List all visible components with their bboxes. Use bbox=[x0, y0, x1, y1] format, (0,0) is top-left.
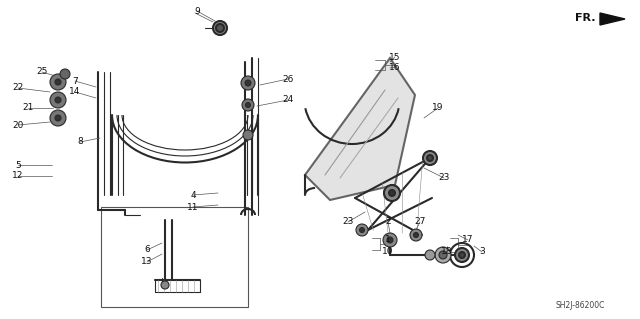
Circle shape bbox=[384, 185, 400, 201]
Text: 16: 16 bbox=[389, 63, 401, 71]
Text: 14: 14 bbox=[69, 87, 81, 97]
Text: 17: 17 bbox=[462, 235, 474, 244]
Polygon shape bbox=[600, 13, 625, 25]
Circle shape bbox=[241, 76, 255, 90]
Text: 10: 10 bbox=[382, 248, 394, 256]
Text: 22: 22 bbox=[12, 84, 24, 93]
Circle shape bbox=[360, 227, 365, 233]
Text: 8: 8 bbox=[77, 137, 83, 146]
Text: 3: 3 bbox=[479, 248, 485, 256]
Text: 23: 23 bbox=[438, 174, 450, 182]
Text: 15: 15 bbox=[389, 53, 401, 62]
Circle shape bbox=[413, 233, 419, 238]
Text: 5: 5 bbox=[15, 160, 21, 169]
Text: 1: 1 bbox=[385, 235, 391, 244]
Text: 2: 2 bbox=[385, 218, 391, 226]
Circle shape bbox=[246, 102, 250, 108]
Circle shape bbox=[50, 92, 66, 108]
Circle shape bbox=[216, 24, 224, 32]
Circle shape bbox=[55, 97, 61, 103]
Circle shape bbox=[459, 252, 465, 258]
Text: 13: 13 bbox=[141, 257, 153, 266]
Circle shape bbox=[423, 151, 437, 165]
Circle shape bbox=[356, 224, 368, 236]
Text: 11: 11 bbox=[188, 203, 199, 211]
Circle shape bbox=[383, 233, 397, 247]
Text: 7: 7 bbox=[72, 77, 78, 85]
Circle shape bbox=[245, 80, 251, 86]
Text: 21: 21 bbox=[22, 103, 34, 113]
Text: 9: 9 bbox=[194, 6, 200, 16]
Circle shape bbox=[427, 155, 433, 161]
Circle shape bbox=[213, 21, 227, 35]
Circle shape bbox=[242, 99, 254, 111]
Circle shape bbox=[55, 115, 61, 121]
Circle shape bbox=[50, 110, 66, 126]
Circle shape bbox=[50, 74, 66, 90]
Circle shape bbox=[389, 190, 395, 196]
Text: 23: 23 bbox=[342, 218, 354, 226]
Circle shape bbox=[161, 281, 169, 289]
Text: 6: 6 bbox=[144, 246, 150, 255]
Circle shape bbox=[55, 79, 61, 85]
FancyBboxPatch shape bbox=[101, 207, 248, 307]
Text: 12: 12 bbox=[12, 172, 24, 181]
Circle shape bbox=[439, 251, 447, 259]
Text: 18: 18 bbox=[441, 248, 452, 256]
Polygon shape bbox=[305, 58, 415, 200]
Circle shape bbox=[455, 248, 469, 262]
Circle shape bbox=[425, 250, 435, 260]
Circle shape bbox=[410, 229, 422, 241]
Text: 25: 25 bbox=[36, 68, 48, 77]
Text: 4: 4 bbox=[190, 190, 196, 199]
Text: FR.: FR. bbox=[575, 13, 595, 23]
Circle shape bbox=[60, 69, 70, 79]
Circle shape bbox=[435, 247, 451, 263]
Text: SH2J-86200C: SH2J-86200C bbox=[556, 300, 605, 309]
Text: 27: 27 bbox=[414, 218, 426, 226]
Circle shape bbox=[243, 130, 253, 140]
Text: 20: 20 bbox=[12, 121, 24, 130]
Circle shape bbox=[387, 237, 393, 243]
Text: 19: 19 bbox=[432, 103, 444, 113]
Text: 24: 24 bbox=[282, 95, 294, 105]
Text: 26: 26 bbox=[282, 75, 294, 84]
